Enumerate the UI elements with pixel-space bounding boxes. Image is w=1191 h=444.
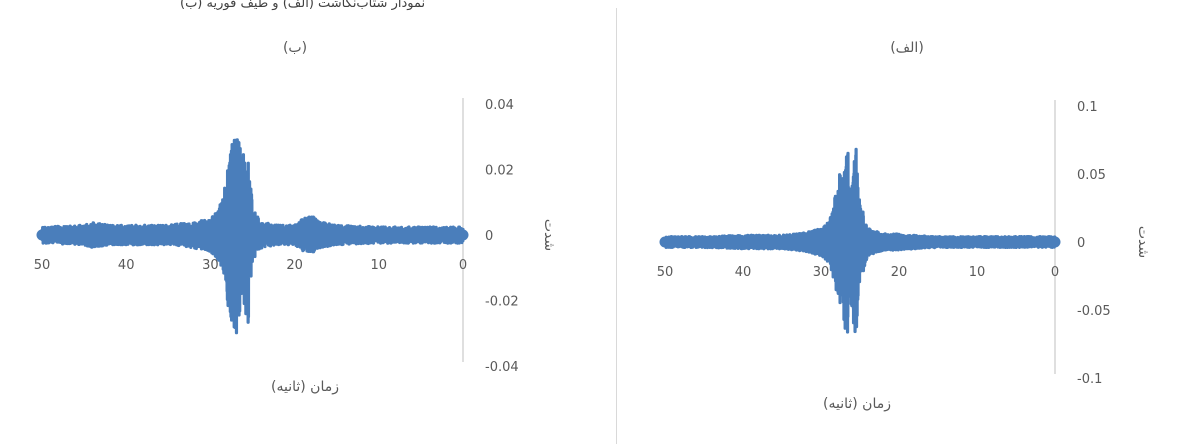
y-tick-label: 0 [1077,236,1085,251]
chart-title: (الف) [890,40,924,56]
y-tick-label: 0.04 [485,98,514,113]
y-axis-label: شدت [1135,226,1151,258]
y-tick-label: 0.1 [1077,100,1098,115]
x-tick-label: 20 [286,258,303,273]
y-axis-label: شدت [541,219,557,251]
x-axis-label: زمان (ثانیه) [823,396,891,412]
x-tick-label: 40 [118,258,135,273]
x-tick-label: 10 [371,258,388,273]
x-tick-label: 30 [202,258,219,273]
x-tick-label: 50 [657,265,674,280]
x-tick-label: 10 [969,265,986,280]
x-tick-label: 50 [34,258,51,273]
y-tick-label: -0.1 [1077,372,1102,387]
x-tick-label: 20 [891,265,908,280]
x-tick-label: 40 [735,265,752,280]
x-tick-label: 0 [459,258,467,273]
chart-left: (ب) 0.04 0.02 0 -0.02 -0.04 0 10 20 30 40 50 شدت زمان… [0,0,616,444]
y-tick-label: 0.02 [485,164,514,179]
y-tick-label: -0.04 [485,360,519,375]
x-tick-label: 0 [1051,265,1059,280]
y-tick-label: -0.02 [485,295,519,310]
x-tick-label: 30 [813,265,830,280]
chart-title: (ب) [283,40,307,56]
y-tick-label: 0.05 [1077,168,1106,183]
chart-right: (الف) 0.1 0.05 0 -0.05 -0.1 0 10 20 30 40 50 شدت زمان… [617,0,1191,444]
y-tick-label: -0.05 [1077,304,1111,319]
y-tick-label: 0 [485,229,493,244]
x-axis-label: زمان (ثانیه) [271,379,339,395]
